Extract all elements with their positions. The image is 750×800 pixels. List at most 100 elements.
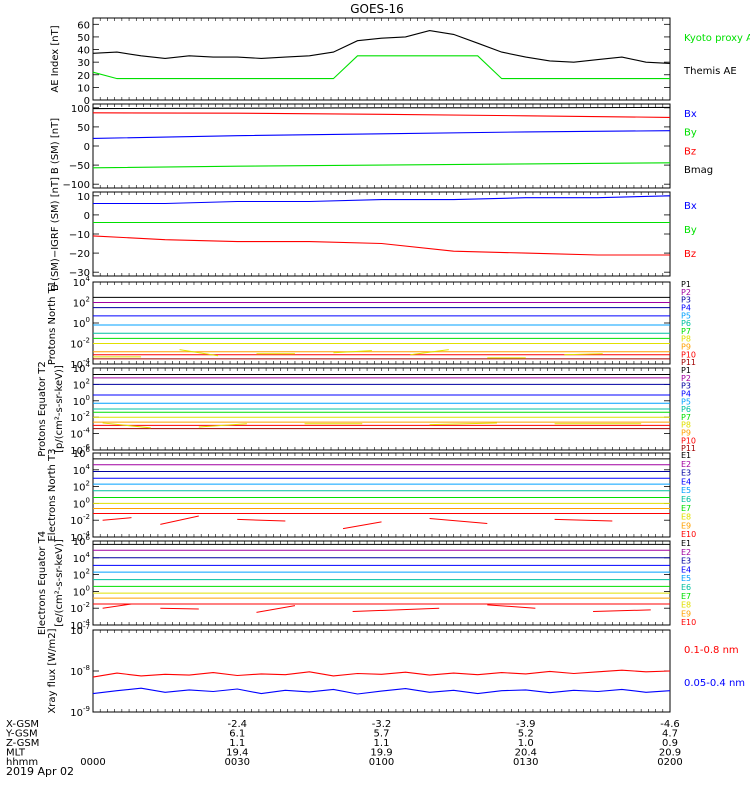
y-tick-exponent: 2 [86, 480, 90, 488]
series-line [92, 30, 671, 64]
panel-frame [92, 191, 671, 277]
footer-value: -4.6 [660, 719, 680, 730]
footer-value: 0.9 [662, 738, 678, 749]
y-tick-exponent: 2 [86, 296, 90, 304]
y-tick-label: 0 [84, 211, 90, 222]
y-axis-unit: [p/(cm²-s-sr-keV)] [54, 365, 65, 453]
y-tick-label: −10 [69, 230, 90, 241]
y-tick-exponent: 6 [86, 534, 91, 542]
legend-entry: Bx [684, 109, 697, 120]
legend-entry: 0.1-0.8 nm [684, 645, 739, 656]
y-tick-label: 104 [73, 361, 91, 375]
legend-entry: E7 [681, 592, 691, 601]
legend-entry: E8 [681, 513, 691, 522]
series-line [92, 130, 671, 139]
legend-entry: Themis AE [683, 66, 737, 77]
legend-entry: P2 [681, 288, 691, 297]
y-tick-label: 0 [84, 142, 90, 153]
legend-entry: E5 [681, 574, 691, 583]
sparse-segment [487, 604, 536, 609]
y-tick-label: 100 [73, 394, 90, 408]
footer-value: 4.7 [662, 729, 678, 740]
sparse-segment [198, 423, 247, 428]
footer-value: 1.1 [229, 738, 245, 749]
legend-entry: P10 [681, 436, 696, 445]
legend-entry: E4 [681, 477, 691, 486]
footer-value: 1.1 [374, 738, 390, 749]
y-tick-exponent: 2 [86, 377, 90, 385]
panel-frame [92, 540, 671, 626]
legend-entry: P5 [681, 311, 691, 320]
y-tick-label: 106 [73, 446, 91, 460]
y-tick-label: 10-7 [70, 623, 90, 637]
sparse-segment [352, 607, 440, 613]
series-line [92, 106, 671, 110]
legend-entry: P9 [681, 429, 691, 438]
sparse-segment [564, 353, 603, 356]
y-tick-exponent: 0 [86, 496, 90, 504]
sparse-segment [429, 422, 497, 426]
legend-entry: E6 [681, 495, 691, 504]
y-axis-label: Electrons Equator T4 [37, 531, 48, 635]
footer-value: -2.4 [227, 719, 247, 730]
y-tick-label: 100 [73, 584, 90, 598]
y-tick-exponent: -2 [83, 337, 90, 345]
legend-entry: E3 [681, 469, 691, 478]
legend-entry: P8 [681, 335, 691, 344]
y-tick-exponent: -6 [83, 443, 91, 451]
y-axis-label: Protons North T1 [47, 281, 58, 365]
y-tick-label: 102 [73, 480, 90, 494]
y-tick-exponent: -8 [83, 664, 90, 672]
y-axis-label: Protons Equator T2 [37, 361, 48, 457]
sparse-segment [160, 515, 199, 525]
y-tick-exponent: -2 [83, 410, 90, 418]
footer-row-label: hhmm [6, 757, 38, 768]
legend-entry: P8 [681, 421, 691, 430]
series-line [93, 195, 671, 205]
y-tick-exponent: -2 [83, 601, 90, 609]
series-line [92, 235, 670, 256]
y-tick-exponent: 4 [86, 361, 91, 369]
footer-value: 20.4 [515, 748, 537, 759]
y-tick-label: 0 [84, 96, 90, 107]
y-tick-label: −100 [63, 180, 90, 191]
sparse-segment [237, 518, 286, 522]
sparse-segment [179, 349, 219, 357]
footer-row-label: Y-GSM [5, 729, 38, 740]
footer-value: 5.7 [374, 729, 390, 740]
legend-entry: P11 [681, 444, 696, 453]
y-tick-label: 102 [73, 377, 90, 391]
series-line [92, 112, 671, 118]
sparse-segment [410, 349, 449, 356]
y-tick-label: 20 [77, 71, 90, 82]
y-axis-unit: [e/(cm²-s-sr-keV)] [54, 539, 65, 627]
y-axis-label: B (SM) [nT] [50, 118, 61, 174]
panel-bdiff: 10 0 −10 −20 −30 B (SM)−IGRF (SM) [nT] Bx By Bz [50, 177, 697, 291]
sparse-segment [102, 603, 132, 609]
y-tick-label: 10 [77, 192, 90, 203]
legend-entry: E9 [681, 609, 691, 618]
legend-entry: P5 [681, 397, 691, 406]
y-tick-label: 10-2 [70, 410, 90, 424]
y-axis-label: B (SM)−IGRF (SM) [nT] [50, 177, 61, 291]
footer-value: 20.9 [659, 748, 681, 759]
y-tick-label: 100 [73, 496, 90, 510]
legend-entry: 0.05-0.4 nm [684, 678, 745, 689]
y-tick-label: 100 [71, 104, 90, 115]
y-tick-exponent: 4 [86, 551, 91, 559]
series-line [92, 162, 671, 169]
y-tick-exponent: 0 [86, 584, 90, 592]
y-tick-exponent: 4 [86, 463, 91, 471]
legend-entry: Bx [684, 201, 697, 212]
y-tick-exponent: -4 [83, 427, 91, 435]
y-tick-exponent: -9 [83, 705, 90, 713]
y-tick-exponent: 4 [86, 275, 91, 283]
legend-entry: By [684, 128, 697, 139]
legend-entry: By [684, 225, 697, 236]
y-tick-exponent: 6 [86, 446, 91, 454]
legend-entry: Kyoto proxy AE [684, 33, 750, 44]
y-tick-label: 104 [73, 551, 91, 565]
